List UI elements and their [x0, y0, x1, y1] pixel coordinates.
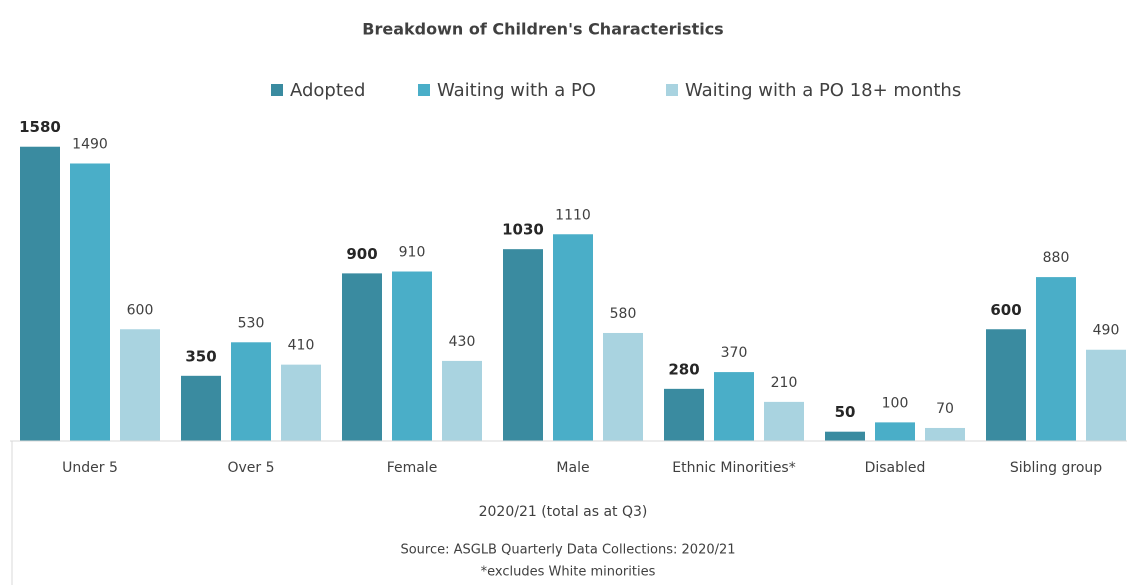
- x-axis-label: 2020/21 (total as at Q3): [479, 504, 648, 520]
- data-label: 1110: [555, 207, 591, 223]
- bar: [714, 372, 754, 441]
- x-tick-label: Female: [387, 460, 438, 476]
- source-note: Source: ASGLB Quarterly Data Collections…: [400, 543, 735, 558]
- bar: [281, 364, 321, 441]
- data-label: 600: [127, 302, 154, 318]
- bar: [70, 163, 110, 442]
- data-label: 370: [721, 345, 748, 361]
- bar: [20, 146, 60, 441]
- data-label: 210: [771, 375, 798, 391]
- data-label: 350: [185, 347, 216, 365]
- data-label: 280: [668, 360, 699, 378]
- data-label: 50: [835, 403, 856, 421]
- data-label: 580: [610, 306, 637, 322]
- bar: [925, 427, 965, 441]
- legend-label: Waiting with a PO 18+ months: [685, 80, 961, 101]
- x-tick-label: Under 5: [62, 460, 118, 476]
- x-tick-label: Disabled: [865, 460, 926, 476]
- bar: [442, 360, 482, 441]
- data-label: 490: [1093, 323, 1120, 339]
- bar: [664, 388, 704, 441]
- chart-title: Breakdown of Children's Characteristics: [362, 20, 723, 39]
- data-label: 410: [288, 338, 315, 354]
- legend-swatch: [666, 84, 678, 96]
- bar: [1036, 277, 1076, 441]
- bar: [120, 329, 160, 441]
- bar: [553, 234, 593, 441]
- data-label: 1030: [502, 221, 544, 239]
- bar: [503, 249, 543, 441]
- data-label: 430: [449, 334, 476, 350]
- data-label: 910: [399, 245, 426, 261]
- data-label: 530: [238, 315, 265, 331]
- bar: [231, 342, 271, 441]
- bar: [342, 273, 382, 441]
- legend-swatch: [271, 84, 283, 96]
- bar: [392, 271, 432, 441]
- data-label: 70: [936, 401, 954, 417]
- legend-label: Waiting with a PO: [437, 80, 596, 101]
- bar: [764, 401, 804, 441]
- x-tick-label: Sibling group: [1010, 460, 1102, 476]
- data-label: 600: [990, 301, 1021, 319]
- bar: [875, 422, 915, 441]
- data-label: 880: [1043, 250, 1070, 266]
- bar: [825, 431, 865, 441]
- footnote: *excludes White minorities: [481, 565, 656, 580]
- bar: [1086, 349, 1126, 441]
- bar: [986, 329, 1026, 441]
- bar: [603, 332, 643, 441]
- data-label: 100: [882, 395, 909, 411]
- x-tick-label: Ethnic Minorities*: [672, 460, 795, 476]
- legend-swatch: [418, 84, 430, 96]
- bar: [181, 375, 221, 441]
- x-tick-label: Over 5: [227, 460, 274, 476]
- data-label: 1580: [19, 118, 61, 136]
- data-label: 900: [346, 245, 377, 263]
- legend-label: Adopted: [290, 80, 365, 101]
- x-tick-label: Male: [556, 460, 589, 476]
- data-label: 1490: [72, 136, 108, 152]
